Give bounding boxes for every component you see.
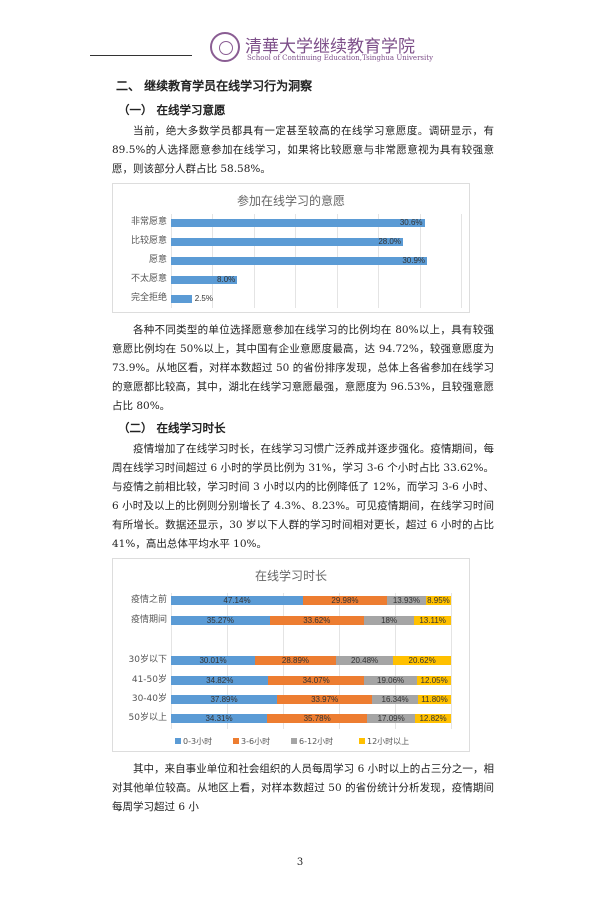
bar-segment: 20.62% <box>393 656 451 665</box>
legend-swatch <box>291 738 297 744</box>
bar-segment: 33.62% <box>269 616 364 625</box>
bar-segment: 16.34% <box>372 695 418 704</box>
data-label: 30.9% <box>402 256 426 265</box>
gridline <box>451 593 452 729</box>
category-label: 非常愿意 <box>130 217 167 227</box>
chart-title: 在线学习时长 <box>254 569 327 583</box>
category-label: 30-40岁 <box>131 694 167 704</box>
bar-segment: 47.14% <box>171 596 303 605</box>
bar-segment: 18% <box>363 616 415 625</box>
header-rule <box>90 55 192 56</box>
bar-segment: 35.78% <box>267 714 368 723</box>
legend-swatch <box>359 738 365 744</box>
legend-label: 0-3小时 <box>183 737 213 746</box>
data-label: 28.0% <box>378 237 401 246</box>
logo-chinese-name: 清華大学继续教育学院 <box>245 37 415 57</box>
legend-label: 12小时以上 <box>367 737 410 746</box>
chart-title: 参加在线学习的意愿 <box>236 194 345 208</box>
logo-english-name: School of Continuing Education,Tsinghua … <box>247 54 434 62</box>
bar <box>171 219 425 227</box>
study-duration-chart: 在线学习时长 疫情之前 47.14% 29.98% 13.93% 8.95% 疫情期间 35… <box>112 558 470 752</box>
bar-segment: 34.82% <box>171 676 269 685</box>
bar <box>171 276 238 284</box>
paragraph-3: 疫情增加了在线学习时长，在线学习习惯广泛养成并逐步强化。疫情期间，每周在线学习时… <box>112 443 494 550</box>
category-label: 不太愿意 <box>130 274 167 284</box>
legend-item: 3-6小时 <box>233 737 270 747</box>
category-label: 疫情期间 <box>130 615 167 625</box>
paragraph-2: 各种不同类型的单位选择愿意参加在线学习的比例均在 80%以上，具有较强意愿比例均… <box>112 324 494 412</box>
category-label: 50岁以上 <box>128 713 167 723</box>
category-label: 比较愿意 <box>130 236 167 246</box>
bar-segment: 29.98% <box>302 596 387 605</box>
category-label: 疫情之前 <box>130 595 167 605</box>
paragraph-4: 其中，来自事业单位和社会组织的人员每周学习 6 小时以上的占三分之一，相对其他单… <box>112 763 494 813</box>
page-number: 3 <box>296 857 304 868</box>
bar-segment: 34.07% <box>268 676 364 685</box>
legend-item: 12小时以上 <box>359 737 409 747</box>
data-label: 2.5% <box>194 294 213 303</box>
bar-segment: 13.93% <box>386 596 426 605</box>
category-label: 41-50岁 <box>131 675 167 685</box>
bar-segment: 11.80% <box>417 695 451 704</box>
subsection-title-2: （二） 在线学习时长 <box>118 421 226 435</box>
bar <box>171 257 428 265</box>
legend-label: 3-6小时 <box>241 737 271 746</box>
bar-segment: 35.27% <box>171 616 270 625</box>
data-label: 30.6% <box>399 218 423 227</box>
bar-segment: 20.48% <box>335 656 394 665</box>
data-label: 8.0% <box>217 275 236 284</box>
bar-segment: 17.09% <box>367 714 416 723</box>
bar-segment: 13.11% <box>414 616 451 625</box>
bar-segment: 19.06% <box>363 676 418 685</box>
bar-segment: 34.31% <box>171 714 268 723</box>
category-label: 30岁以下 <box>128 655 167 665</box>
bar-segment: 30.01% <box>171 656 256 665</box>
gridline <box>461 214 462 308</box>
legend-label: 6-12小时 <box>299 737 334 746</box>
bar-segment: 33.97% <box>277 695 373 704</box>
legend-item: 0-3小时 <box>175 737 212 747</box>
bar-segment: 12.82% <box>415 714 451 723</box>
legend-item: 6-12小时 <box>291 737 333 747</box>
legend-swatch <box>175 738 181 744</box>
willingness-chart: 参加在线学习的意愿 非常愿意 30.6% 比较愿意 28.0% 愿意 30.9% 不太愿意 8… <box>112 183 470 313</box>
bar-segment: 12.05% <box>417 676 451 685</box>
section-title: 二、 继续教育学员在线学习行为洞察 <box>116 79 313 93</box>
bar <box>171 238 403 246</box>
bar <box>171 295 192 303</box>
tsinghua-seal-logo <box>210 32 240 62</box>
category-label: 愿意 <box>148 255 167 265</box>
subsection-title-1: （一） 在线学习意愿 <box>118 103 226 117</box>
bar-segment: 37.89% <box>171 695 278 704</box>
page-body: 二、 继续教育学员在线学习行为洞察 （一） 在线学习意愿 当前，绝大多数学员都具… <box>112 0 494 898</box>
paragraph-1: 当前，绝大多数学员都具有一定甚至较高的在线学习意愿度。调研显示，有 89.5%的… <box>112 125 494 175</box>
legend-swatch <box>233 738 239 744</box>
category-label: 完全拒绝 <box>130 293 167 303</box>
bar-segment: 28.89% <box>255 656 336 665</box>
bar-segment: 8.95% <box>425 596 451 605</box>
